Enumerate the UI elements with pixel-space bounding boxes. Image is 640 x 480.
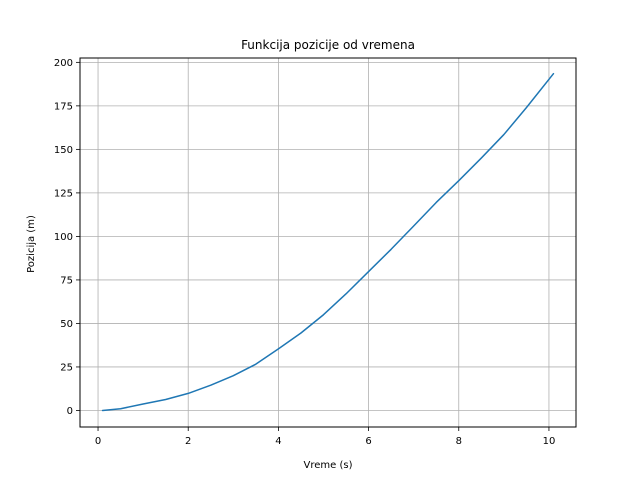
y-tick-label: 25 (60, 362, 73, 373)
grid-lines (80, 58, 576, 427)
y-tick-label: 0 (67, 406, 73, 417)
y-axis-label: Pozicija (m) (26, 215, 37, 273)
x-tick-label: 10 (543, 436, 556, 447)
x-tick-label: 2 (185, 436, 191, 447)
y-tick-label: 150 (54, 145, 73, 156)
x-axis-label: Vreme (s) (304, 460, 353, 471)
y-tick-label: 100 (54, 232, 73, 243)
y-tick-label: 50 (60, 319, 73, 330)
y-tick-label: 75 (60, 275, 73, 286)
y-tick-label: 175 (54, 101, 73, 112)
chart-title: Funkcija pozicije od vremena (241, 38, 415, 52)
y-tick-label: 125 (54, 188, 73, 199)
series-layer (101, 72, 555, 412)
series-line-0 (101, 72, 555, 412)
plot-frame (79, 57, 577, 428)
y-tick-label: 200 (54, 58, 73, 69)
x-tick-label: 0 (95, 436, 101, 447)
x-tick-label: 4 (275, 436, 281, 447)
x-tick-label: 6 (365, 436, 371, 447)
x-tick-label: 8 (456, 436, 462, 447)
